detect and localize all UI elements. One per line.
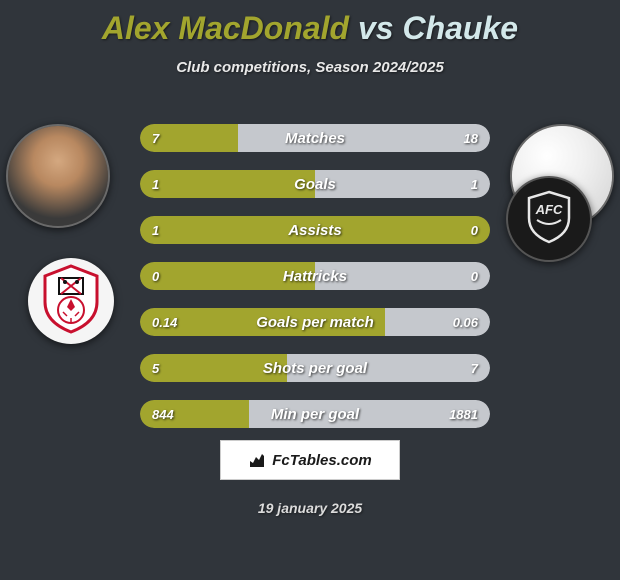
- svg-text:AFC: AFC: [535, 202, 563, 217]
- stats-bars: 718Matches 11Goals 10Assists 00Hattricks 0.1…: [140, 124, 490, 446]
- stat-row: 11Goals: [140, 170, 490, 198]
- stat-row: 00Hattricks: [140, 262, 490, 290]
- player1-avatar: [6, 124, 110, 228]
- player1-name: Alex MacDonald: [102, 10, 349, 46]
- stat-label: Goals per match: [140, 308, 490, 336]
- stat-row: 10Assists: [140, 216, 490, 244]
- stat-label: Shots per goal: [140, 354, 490, 382]
- date: 19 january 2025: [0, 500, 620, 516]
- face-placeholder-icon: [8, 126, 108, 226]
- watermark-text: FcTables.com: [272, 452, 371, 469]
- stat-row: 0.140.06Goals per match: [140, 308, 490, 336]
- player2-club-badge: AFC: [506, 176, 592, 262]
- stat-label: Matches: [140, 124, 490, 152]
- stat-row: 57Shots per goal: [140, 354, 490, 382]
- comparison-title: Alex MacDonald vs Chauke: [0, 0, 620, 47]
- vs-text: vs: [358, 10, 394, 46]
- stat-row: 8441881Min per goal: [140, 400, 490, 428]
- stat-label: Assists: [140, 216, 490, 244]
- stat-row: 718Matches: [140, 124, 490, 152]
- watermark: FcTables.com: [220, 440, 400, 480]
- stat-label: Min per goal: [140, 400, 490, 428]
- subtitle: Club competitions, Season 2024/2025: [0, 59, 620, 76]
- player2-name: Chauke: [402, 10, 518, 46]
- stat-label: Goals: [140, 170, 490, 198]
- stat-label: Hattricks: [140, 262, 490, 290]
- fctables-logo-icon: [248, 451, 266, 469]
- rotherham-badge-icon: [41, 264, 101, 339]
- shield-badge-icon: AFC: [523, 188, 575, 251]
- player1-club-badge: [28, 258, 114, 344]
